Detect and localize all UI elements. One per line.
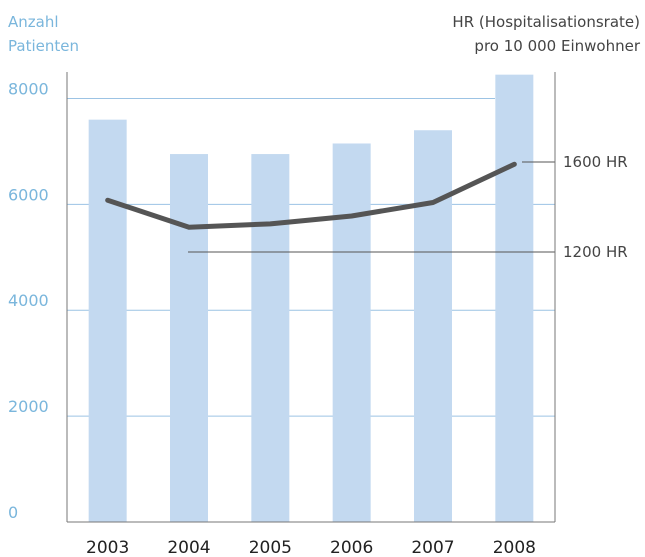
y-tick-label: 2000 — [8, 397, 49, 416]
y-tick-label: 4000 — [8, 291, 49, 310]
y2-axis-label: HR (Hospitalisationsrate) — [452, 13, 640, 31]
bar — [414, 130, 452, 522]
y-axis-label: Anzahl — [8, 13, 59, 31]
x-tick-label: 2004 — [167, 538, 210, 557]
y2-axis-label: pro 10 000 Einwohner — [474, 37, 640, 55]
x-tick-label: 2003 — [86, 538, 129, 557]
line — [105, 161, 517, 230]
bar — [332, 143, 371, 522]
x-tick-label: 2005 — [249, 538, 292, 557]
bar — [251, 154, 290, 522]
x-tick-label: 2007 — [411, 538, 454, 557]
y2-tick-label: 1200 HR — [563, 243, 628, 261]
bar — [495, 74, 534, 522]
x-tick-label: 2008 — [493, 538, 536, 557]
y2-tick-label: 1600 HR — [563, 153, 628, 171]
y-tick-label: 6000 — [8, 185, 49, 204]
y-tick-label: 8000 — [8, 79, 49, 98]
bar — [88, 119, 127, 522]
bar — [170, 154, 208, 522]
y-tick-label: 0 — [8, 503, 18, 522]
y-axis-label: Patienten — [8, 37, 79, 55]
x-tick-label: 2006 — [330, 538, 373, 557]
